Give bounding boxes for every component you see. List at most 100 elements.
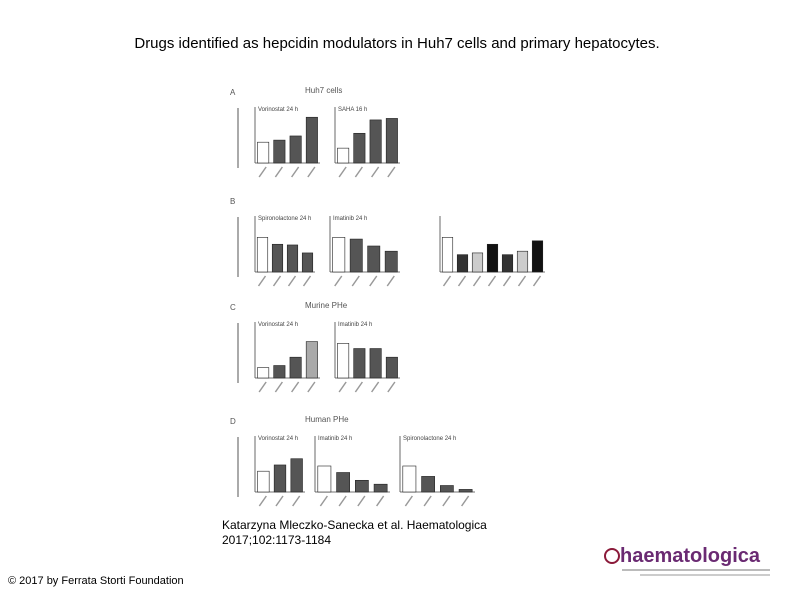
plot-title: Vorinostat 24 h — [258, 436, 298, 442]
bar — [353, 348, 366, 379]
plot-title: SAHA 16 h — [338, 107, 367, 113]
bar — [367, 245, 381, 273]
panel-heading: Human PHe — [305, 415, 349, 424]
logo: haematologica — [620, 545, 761, 567]
panel-letter: C — [230, 303, 236, 312]
plot-title: Imatinib 24 h — [333, 216, 367, 222]
bar — [385, 118, 398, 164]
x-label — [472, 275, 482, 287]
x-label — [338, 166, 347, 178]
x-label — [307, 166, 316, 178]
x-label — [357, 495, 366, 507]
x-label — [258, 381, 267, 393]
bar — [384, 250, 398, 273]
bar — [336, 472, 350, 493]
panel-heading: Huh7 cells — [305, 86, 342, 95]
slide-title: Drugs identified as hepcidin modulators … — [134, 35, 659, 52]
x-label — [334, 275, 343, 287]
x-label — [291, 166, 300, 178]
plot-title: Imatinib 24 h — [338, 322, 372, 328]
bar — [369, 119, 382, 164]
bar — [273, 365, 286, 379]
bar — [256, 237, 269, 273]
x-label — [404, 495, 413, 507]
figure: A Huh7 cells Vorinostat 24 h SAHA 16 h B Spir… — [230, 86, 545, 507]
x-label — [371, 381, 380, 393]
bar — [257, 141, 270, 164]
x-label — [487, 275, 497, 287]
bar — [471, 252, 484, 273]
bar — [486, 243, 499, 273]
plot-title: Spironolactone 24 h — [258, 216, 311, 222]
bar — [353, 132, 366, 164]
x-label — [502, 275, 512, 287]
x-label — [517, 275, 527, 287]
x-label — [272, 275, 282, 287]
bar — [349, 238, 363, 273]
citation: 2017;102:1173-1184 — [222, 533, 331, 547]
bar — [332, 237, 346, 273]
bar — [337, 343, 350, 379]
bar — [289, 135, 302, 164]
x-label — [274, 166, 283, 178]
x-label — [257, 275, 267, 287]
bar — [369, 348, 382, 379]
plot-title: Spironolactone 24 h — [403, 436, 456, 442]
x-label — [423, 495, 432, 507]
x-label — [287, 275, 297, 287]
x-label — [457, 275, 467, 287]
x-label — [338, 381, 347, 393]
x-label — [387, 166, 396, 178]
panel-letter: D — [230, 417, 236, 426]
x-label — [442, 495, 451, 507]
x-label — [371, 166, 380, 178]
bar — [257, 470, 270, 493]
bar — [290, 458, 303, 493]
bar — [421, 476, 435, 493]
bar — [305, 116, 318, 164]
bar — [373, 483, 388, 493]
panel-letter: A — [230, 88, 236, 97]
plot-title: Imatinib 24 h — [318, 436, 352, 442]
x-label — [291, 381, 300, 393]
bar — [355, 479, 369, 493]
plot-title: Vorinostat 24 h — [258, 322, 298, 328]
x-label — [369, 275, 378, 287]
plot-title: Vorinostat 24 h — [258, 107, 298, 113]
x-label — [354, 381, 363, 393]
x-label — [461, 495, 470, 507]
x-label — [292, 495, 301, 507]
x-label — [351, 275, 360, 287]
x-label — [302, 275, 312, 287]
bar — [273, 139, 286, 164]
x-label — [442, 275, 452, 287]
bar — [441, 237, 454, 273]
citation: Katarzyna Mleczko-Sanecka et al. Haemato… — [222, 518, 487, 532]
bar — [516, 250, 529, 273]
panel-letter: B — [230, 197, 235, 206]
bar — [501, 254, 514, 273]
x-label — [376, 495, 385, 507]
panel-heading: Murine PHe — [305, 301, 348, 310]
x-label — [319, 495, 328, 507]
copyright: © 2017 by Ferrata Storti Foundation — [8, 575, 184, 587]
bar — [271, 243, 284, 273]
x-label — [274, 381, 283, 393]
bar — [458, 489, 473, 493]
x-label — [338, 495, 347, 507]
x-label — [387, 381, 396, 393]
x-label — [386, 275, 395, 287]
bar — [531, 240, 544, 273]
bar — [286, 244, 299, 273]
bar — [273, 464, 287, 493]
x-label — [258, 495, 267, 507]
bar — [301, 252, 314, 273]
x-label — [354, 166, 363, 178]
x-label — [258, 166, 267, 178]
logo-mark — [604, 548, 620, 564]
x-label — [275, 495, 284, 507]
x-label — [307, 381, 316, 393]
bar — [317, 465, 332, 493]
